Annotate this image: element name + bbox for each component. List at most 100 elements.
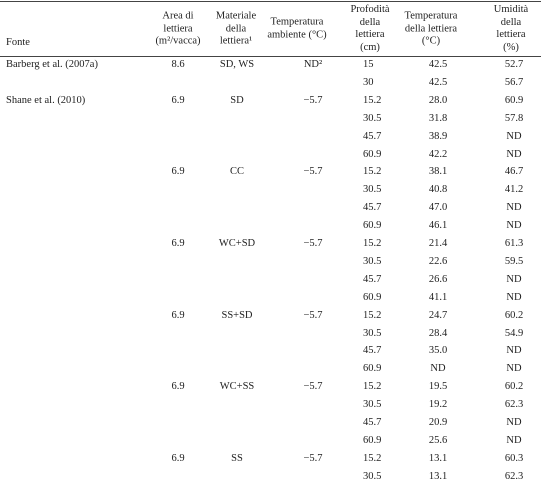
table-cell: 20.9 (428, 416, 448, 428)
table-cell: 15.2 (363, 380, 382, 392)
table-cell: 15.2 (363, 94, 382, 106)
table-cell: 47.0 (428, 201, 448, 213)
table-cell: −5.7 (303, 309, 323, 321)
table-cell: 31.8 (428, 112, 448, 124)
table-cell: ND (506, 363, 522, 375)
table-cell: 60.9 (363, 291, 382, 303)
table-cell: 46.1 (428, 219, 448, 231)
table-cell: 42.2 (428, 148, 448, 160)
table-cell: CC (229, 166, 245, 178)
table-cell: 6.9 (171, 309, 185, 321)
header-cell: Area di lettiera (m²/vacca) (155, 10, 201, 47)
table-cell: 61.3 (504, 237, 524, 249)
table-cell: 28.4 (428, 327, 448, 339)
table-cell: 45.7 (363, 130, 382, 142)
table-cell: 30.5 (363, 184, 382, 196)
table-cell: ND (506, 201, 522, 213)
table-cell: 60.9 (363, 363, 382, 375)
table-cell: SS (231, 452, 243, 464)
table-cell: 45.7 (363, 273, 382, 285)
table-cell: ND (506, 434, 522, 446)
table-cell: WC+SS (219, 380, 255, 392)
table-cell: 6.9 (171, 94, 185, 106)
table-cell: 45.7 (363, 201, 382, 213)
table-cell: 60.2 (504, 309, 524, 321)
table-cell: 30.5 (363, 255, 382, 267)
table-cell: 15.2 (363, 452, 382, 464)
table-cell: 42.5 (428, 58, 448, 70)
table-cell: ND (506, 148, 522, 160)
table-cell: 60.9 (504, 94, 524, 106)
table-cell: −5.7 (303, 166, 323, 178)
table-cell: 6.9 (171, 166, 185, 178)
top-rule (0, 1, 541, 2)
table-cell: 26.6 (428, 273, 448, 285)
table-cell: ND (506, 130, 522, 142)
table-cell: ND (430, 363, 446, 375)
table-cell: 6.9 (171, 380, 185, 392)
header-cell: Profodità della lettiera (cm) (350, 4, 390, 53)
table-cell: 62.3 (504, 398, 524, 410)
table-cell: 45.7 (363, 416, 382, 428)
table-cell: Shane et al. (2010) (6, 94, 86, 106)
table-cell: SD, WS (219, 58, 255, 70)
table-cell: 41.2 (504, 184, 524, 196)
table-cell: 30.5 (363, 112, 382, 124)
table-cell: 15 (363, 58, 374, 70)
table-cell: 13.1 (428, 470, 448, 482)
table-cell: ND (506, 291, 522, 303)
header-cell: Fonte (6, 37, 30, 48)
table-cell: 56.7 (504, 76, 524, 88)
table-cell: 41.1 (428, 291, 448, 303)
table-cell: 45.7 (363, 345, 382, 357)
table-cell: SS+SD (221, 309, 253, 321)
table-cell: ND (506, 345, 522, 357)
table-cell: ND (506, 416, 522, 428)
header-rule (0, 56, 541, 57)
table-cell: 28.0 (428, 94, 448, 106)
table-cell: 62.3 (504, 470, 524, 482)
table-cell: −5.7 (303, 452, 323, 464)
table-cell: 30.5 (363, 327, 382, 339)
table-cell: 60.9 (363, 148, 382, 160)
table-cell: 15.2 (363, 166, 382, 178)
table-cell: 25.6 (428, 434, 448, 446)
table-cell: 22.6 (428, 255, 448, 267)
table-cell: Barberg et al. (2007a) (6, 58, 98, 70)
table-cell: 38.1 (428, 166, 448, 178)
header-cell: Materiale della lettiera¹ (215, 10, 257, 47)
table-cell: −5.7 (303, 94, 323, 106)
table-cell: 19.5 (428, 380, 448, 392)
table-cell: 6.9 (171, 452, 185, 464)
table-cell: 60.9 (363, 434, 382, 446)
header-cell: Temperatura della lettiera (°C) (404, 10, 458, 47)
table-cell: 8.6 (171, 58, 185, 70)
table-cell: 30.5 (363, 398, 382, 410)
table-cell: 54.9 (504, 327, 524, 339)
table-cell: 42.5 (428, 76, 448, 88)
table-cell: 15.2 (363, 237, 382, 249)
table-cell: 60.2 (504, 380, 524, 392)
table-cell: 46.7 (504, 166, 524, 178)
table-cell: 6.9 (171, 237, 185, 249)
table-cell: 15.2 (363, 309, 382, 321)
table-cell: 60.9 (363, 219, 382, 231)
table-cell: 35.0 (428, 345, 448, 357)
table-cell: 24.7 (428, 309, 448, 321)
table-cell: SD (230, 94, 244, 106)
table-cell: ND (506, 219, 522, 231)
table-cell: 38.9 (428, 130, 448, 142)
table-cell: 40.8 (428, 184, 448, 196)
table-cell: 52.7 (504, 58, 524, 70)
table-cell: 30.5 (363, 470, 382, 482)
table-cell: 60.3 (504, 452, 524, 464)
table-cell: 57.8 (504, 112, 524, 124)
table-cell: 30 (363, 76, 374, 88)
table-cell: 13.1 (428, 452, 448, 464)
table-cell: ND² (303, 58, 323, 70)
table-cell: −5.7 (303, 380, 323, 392)
table-cell: WC+SD (218, 237, 256, 249)
table-cell: −5.7 (303, 237, 323, 249)
table-cell: 19.2 (428, 398, 448, 410)
